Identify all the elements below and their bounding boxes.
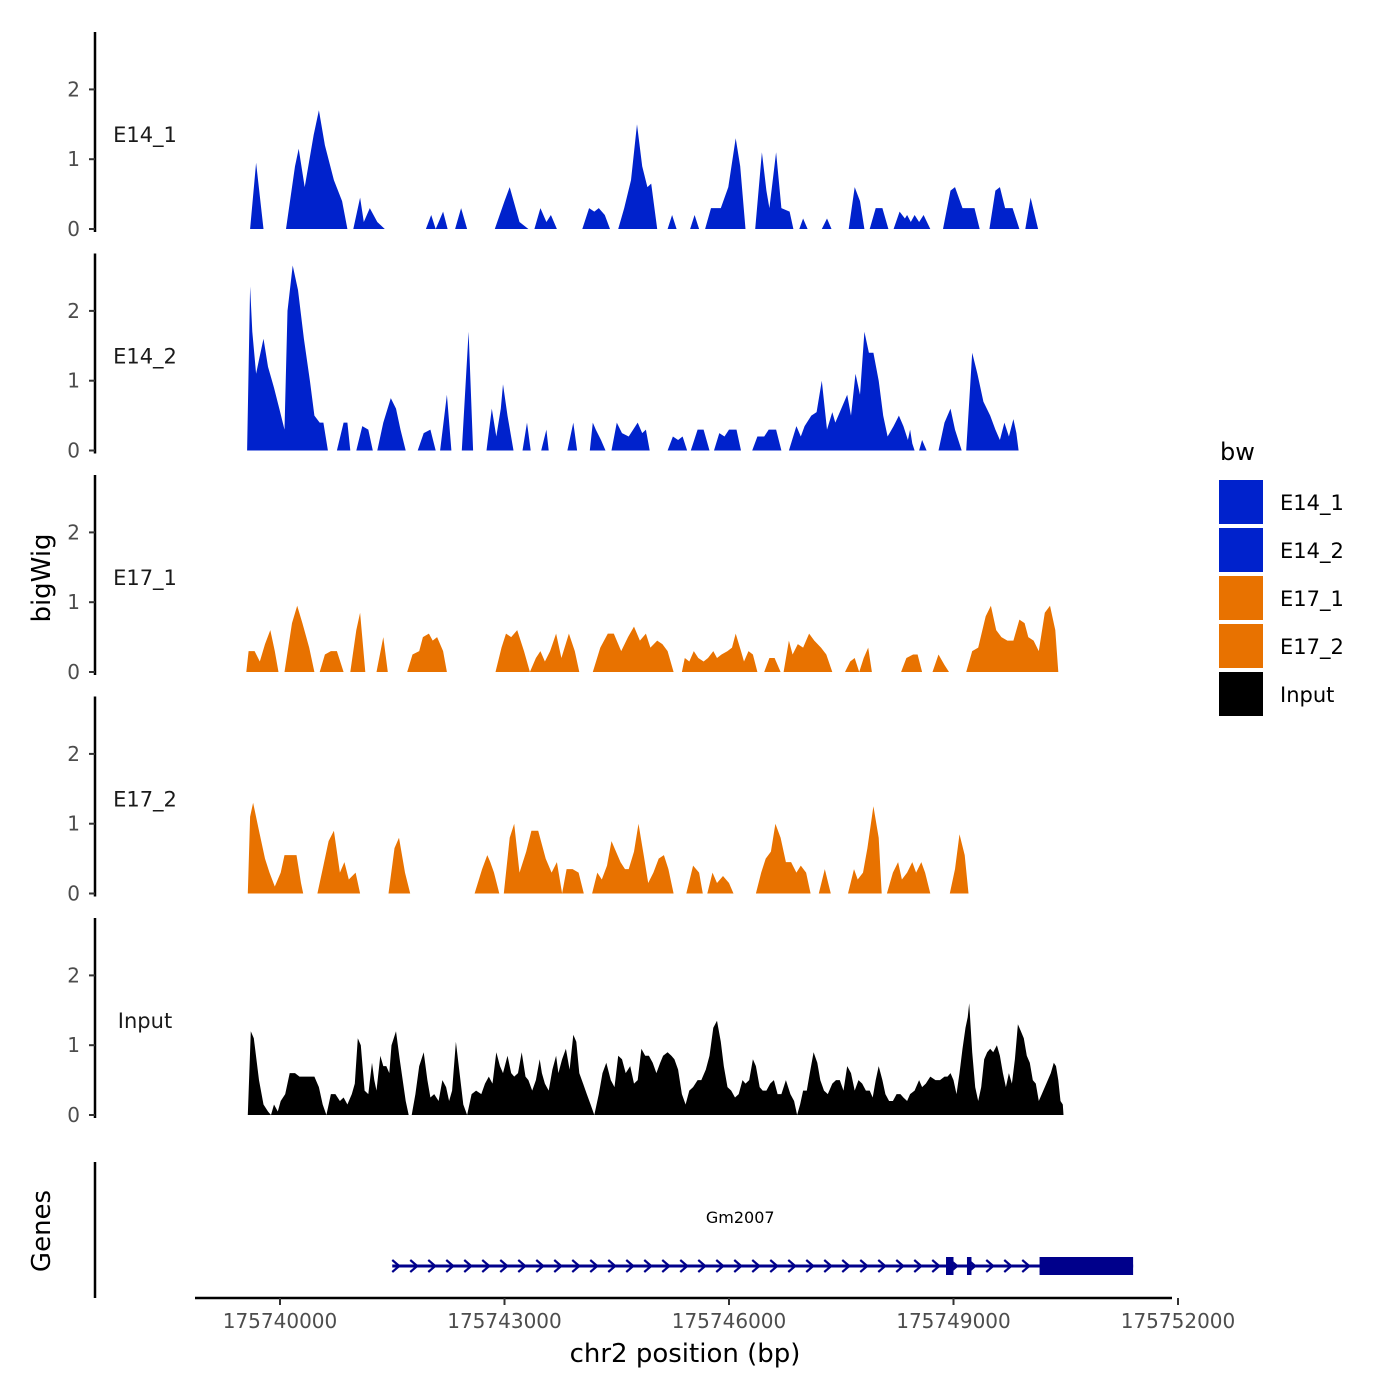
strand-arrow (985, 1259, 995, 1273)
gene-name: Gm2007 (706, 1208, 775, 1227)
strand-arrow (877, 1259, 887, 1273)
legend-label-Input: Input (1280, 683, 1334, 707)
strand-arrow (571, 1259, 581, 1273)
x-tick-label: 175752000 (1121, 1309, 1236, 1333)
strand-arrow (481, 1259, 491, 1273)
legend-label-E17_1: E17_1 (1280, 587, 1344, 612)
strand-arrow (715, 1259, 725, 1273)
strand-arrow (697, 1259, 707, 1273)
strand-arrow (1021, 1259, 1031, 1273)
y-tick-label: 1 (67, 1033, 80, 1057)
legend-swatch-E14_2 (1219, 528, 1263, 572)
legend-label-E17_2: E17_2 (1280, 635, 1344, 660)
strand-arrow (679, 1259, 689, 1273)
signal-area-E17_1 (246, 605, 1059, 672)
legend-label-E14_2: E14_2 (1280, 539, 1344, 564)
track-label: E17_2 (113, 788, 177, 813)
genes-axis-title: Genes (27, 1190, 57, 1272)
y-tick-label: 0 (67, 882, 80, 906)
x-tick-label: 175743000 (447, 1309, 562, 1333)
strand-arrow (499, 1259, 509, 1273)
track-label: E14_2 (113, 345, 177, 370)
y-tick-label: 1 (67, 369, 80, 393)
track-Input: 0 1 2 Input (67, 918, 1064, 1127)
strand-arrow (1003, 1259, 1013, 1273)
strand-arrow (643, 1259, 653, 1273)
strand-arrow (517, 1259, 527, 1273)
strand-arrow (427, 1259, 437, 1273)
strand-arrow (553, 1259, 563, 1273)
y-tick-label: 2 (67, 963, 80, 987)
legend-swatch-E17_2 (1219, 624, 1263, 668)
y-tick-label: 0 (67, 660, 80, 684)
track-label: E14_1 (113, 123, 177, 148)
gene-track: Gm2007 (93, 1162, 1134, 1298)
signal-area-E14_2 (247, 265, 1019, 451)
legend-label-E14_1: E14_1 (1280, 491, 1344, 516)
x-axis-title: chr2 position (bp) (570, 1339, 801, 1369)
track-E14_2: 0 1 2 E14_2 (67, 253, 1019, 463)
strand-arrow (859, 1259, 869, 1273)
y-tick-label: 1 (67, 590, 80, 614)
strand-arrow (733, 1259, 743, 1273)
strand-arrow (787, 1259, 797, 1273)
strand-arrow (607, 1259, 617, 1273)
gene-exon (966, 1257, 972, 1275)
legend-swatch-E17_1 (1219, 576, 1263, 620)
signal-area-Input (247, 1003, 1064, 1115)
signal-area-E14_1 (250, 110, 1039, 229)
strand-arrow (661, 1259, 671, 1273)
track-E14_1: 0 1 2 E14_1 (67, 32, 1039, 241)
strand-arrow (535, 1259, 545, 1273)
strand-arrow (931, 1259, 941, 1273)
legend: bw E14_1 E14_2 E17_1 E17_2 Input (1219, 438, 1344, 716)
x-tick-label: 175746000 (672, 1309, 787, 1333)
y-tick-label: 2 (67, 742, 80, 766)
strand-arrow (751, 1259, 761, 1273)
track-label: Input (118, 1009, 172, 1033)
legend-swatch-Input (1219, 672, 1263, 716)
y-tick-label: 0 (67, 1103, 80, 1127)
legend-title: bw (1220, 438, 1255, 466)
strand-arrow (823, 1259, 833, 1273)
strand-arrow (445, 1259, 455, 1273)
gene-exon (1039, 1257, 1134, 1275)
x-tick-label: 175740000 (223, 1309, 338, 1333)
strand-arrow (463, 1259, 473, 1273)
legend-swatch-E14_1 (1219, 480, 1263, 524)
track-label: E17_1 (113, 566, 177, 591)
x-tick-label: 175749000 (896, 1309, 1011, 1333)
y-tick-label: 1 (67, 147, 80, 171)
signal-area-E17_2 (247, 802, 969, 894)
strand-arrow (589, 1259, 599, 1273)
strand-arrow (625, 1259, 635, 1273)
strand-arrow (841, 1259, 851, 1273)
strand-arrow (769, 1259, 779, 1273)
y-tick-label: 0 (67, 217, 80, 241)
y-tick-label: 2 (67, 520, 80, 544)
tracks-layer: 0 1 2 E14_1 0 1 2 E14_2 0 1 2 E17_1 0 1 2 E17_2 0 1 2 Input (67, 32, 1064, 1127)
y-axis-title: bigWig (27, 533, 57, 622)
strand-arrow (391, 1259, 401, 1273)
track-E17_2: 0 1 2 E17_2 (67, 696, 969, 906)
strand-arrow (895, 1259, 905, 1273)
y-tick-label: 0 (67, 439, 80, 463)
y-tick-label: 2 (67, 77, 80, 101)
strand-arrow (409, 1259, 419, 1273)
y-tick-label: 1 (67, 812, 80, 836)
x-axis: 175740000 175743000 175746000 175749000 1757… (195, 1296, 1236, 1333)
y-tick-label: 2 (67, 299, 80, 323)
strand-arrow (913, 1259, 923, 1273)
strand-arrow (805, 1259, 815, 1273)
gene-exon (946, 1257, 954, 1275)
track-E17_1: 0 1 2 E17_1 (67, 475, 1059, 684)
